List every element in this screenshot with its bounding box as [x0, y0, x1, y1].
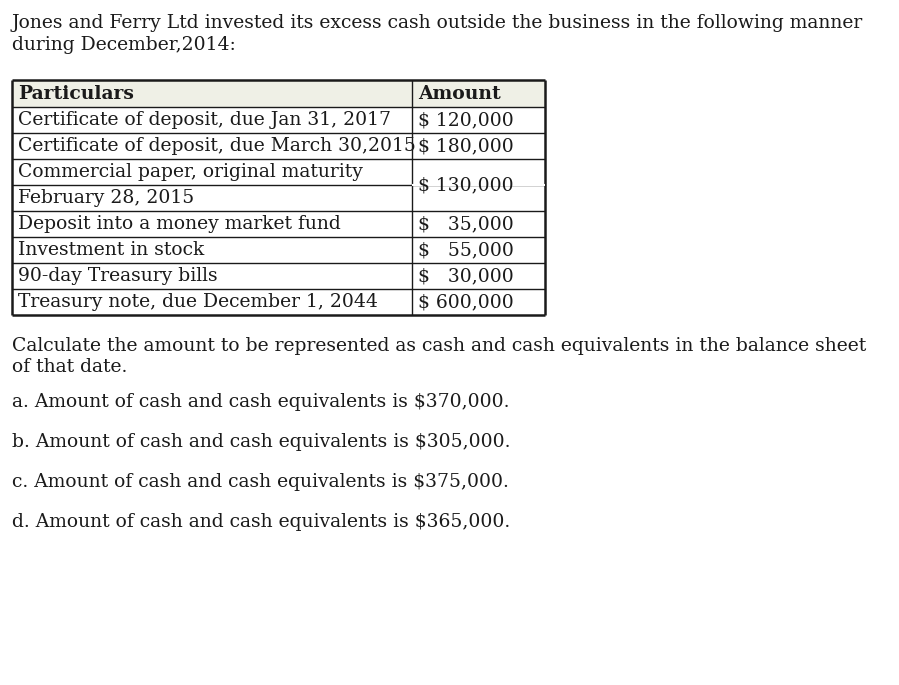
Text: of that date.: of that date. [12, 358, 128, 376]
Text: 90-day Treasury bills: 90-day Treasury bills [18, 267, 218, 285]
Text: during December,2014:: during December,2014: [12, 36, 236, 54]
Text: $   35,000: $ 35,000 [418, 215, 513, 233]
Text: $ 120,000: $ 120,000 [418, 111, 513, 129]
Text: Commercial paper, original maturity: Commercial paper, original maturity [18, 163, 363, 181]
Text: a. Amount of cash and cash equivalents is $370,000.: a. Amount of cash and cash equivalents i… [12, 393, 510, 411]
Bar [12, 80, 545, 107]
Text: b. Amount of cash and cash equivalents is $305,000.: b. Amount of cash and cash equivalents i… [12, 433, 511, 451]
Text: Investment in stock: Investment in stock [18, 241, 204, 259]
Text: Particulars: Particulars [18, 84, 134, 103]
Text: $ 130,000: $ 130,000 [418, 176, 513, 194]
Text: February 28, 2015: February 28, 2015 [18, 189, 194, 207]
Text: Deposit into a money market fund: Deposit into a money market fund [18, 215, 341, 233]
Text: Certificate of deposit, due Jan 31, 2017: Certificate of deposit, due Jan 31, 2017 [18, 111, 391, 129]
Text: $ 600,000: $ 600,000 [418, 293, 513, 311]
Text: $ 180,000: $ 180,000 [418, 137, 513, 155]
Text: Calculate the amount to be represented as cash and cash equivalents in the balan: Calculate the amount to be represented a… [12, 337, 867, 355]
Text: c. Amount of cash and cash equivalents is $375,000.: c. Amount of cash and cash equivalents i… [12, 473, 509, 491]
Text: Jones and Ferry Ltd invested its excess cash outside the business in the followi: Jones and Ferry Ltd invested its excess … [12, 14, 863, 32]
Text: Amount: Amount [418, 84, 501, 103]
Text: Treasury note, due December 1, 2044: Treasury note, due December 1, 2044 [18, 293, 378, 311]
Text: $   30,000: $ 30,000 [418, 267, 513, 285]
Text: d. Amount of cash and cash equivalents is $365,000.: d. Amount of cash and cash equivalents i… [12, 513, 511, 531]
Text: Certificate of deposit, due March 30,2015: Certificate of deposit, due March 30,201… [18, 137, 416, 155]
Text: $   55,000: $ 55,000 [418, 241, 514, 259]
